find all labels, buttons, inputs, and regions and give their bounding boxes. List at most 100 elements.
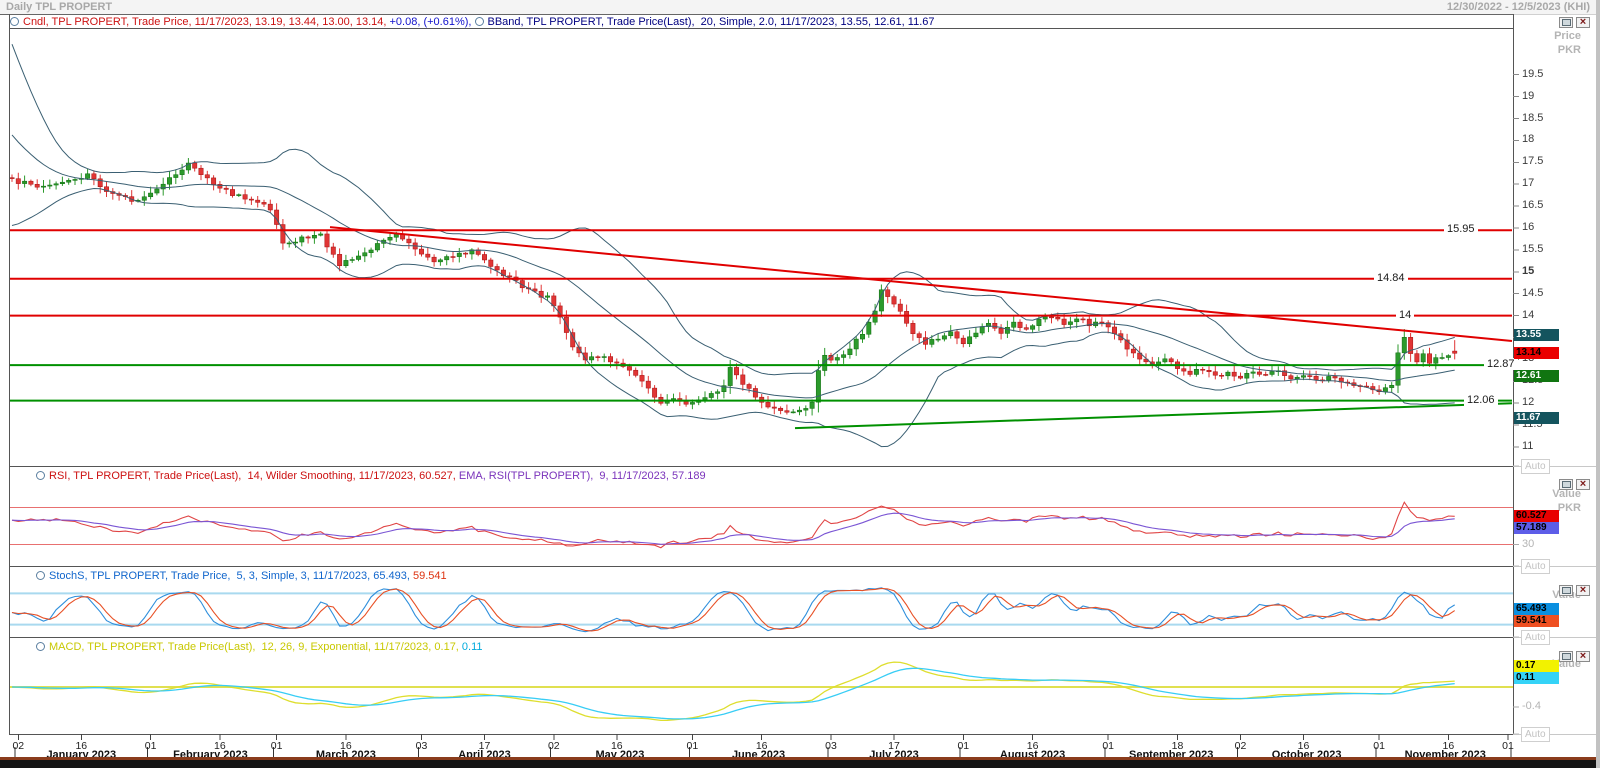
indicator-clock-icon[interactable]	[36, 642, 45, 651]
x-tick-01: 01	[270, 740, 283, 752]
macd-marker-0.11: 0.11	[1514, 672, 1559, 684]
auto-scale-button[interactable]: Auto	[1521, 559, 1550, 574]
panel-frame	[0, 14, 1596, 757]
stochastic-panel	[9, 587, 1513, 633]
macd-panel	[9, 661, 1513, 722]
candle-legend: Cndl, TPL PROPERT, Trade Price, 11/17/20…	[23, 15, 390, 28]
x-tick-02: 02	[547, 740, 560, 752]
restore-window-icon[interactable]	[1559, 585, 1573, 596]
price-tick-16: 16	[1522, 221, 1535, 233]
candle-change-legend: +0.08, (+0.61%),	[389, 15, 475, 28]
price-marker-11.67: 11.67	[1514, 412, 1559, 424]
x-tick-02: 02	[1234, 740, 1247, 752]
x-tick-03: 03	[825, 740, 837, 752]
price-tick-14.5: 14.5	[1522, 286, 1544, 299]
level-label-14: 14	[1396, 308, 1415, 321]
rsi-axis-unit: PKR	[1557, 502, 1581, 514]
price-tick-19.5: 19.5	[1522, 67, 1544, 80]
auto-scale-button[interactable]: Auto	[1521, 459, 1550, 474]
indicator-clock-icon[interactable]	[36, 571, 45, 580]
main-chart-legend: Cndl, TPL PROPERT, Trade Price, 11/17/20…	[10, 15, 935, 28]
rsi-tick-30: 30	[1522, 537, 1535, 550]
x-tick-03: 03	[415, 740, 428, 752]
stoch-marker-59.541: 59.541	[1514, 615, 1559, 627]
bband-legend: BBand, TPL PROPERT, Trade Price(Last), 2…	[487, 15, 935, 28]
macd-legend: MACD, TPL PROPERT, Trade Price(Last), 12…	[36, 640, 483, 653]
macd-legend-text: MACD, TPL PROPERT, Trade Price(Last), 12…	[49, 640, 462, 653]
x-tick-01: 01	[686, 740, 699, 752]
price-tick-16.5: 16.5	[1522, 199, 1544, 212]
close-window-icon[interactable]: ×	[1576, 17, 1590, 28]
x-tick-17: 17	[888, 740, 900, 752]
x-tick-01: 01	[1373, 740, 1385, 752]
restore-window-icon[interactable]	[1559, 479, 1573, 490]
page-title: Daily TPL PROPERT	[6, 1, 113, 13]
date-range: 12/30/2022 - 12/5/2023 (KHI)	[1446, 1, 1590, 13]
price-marker-13.55: 13.55	[1514, 329, 1559, 341]
rsi-panel	[9, 501, 1513, 549]
x-tick-16: 16	[610, 740, 623, 752]
x-tick-16: 16	[340, 740, 352, 752]
restore-window-icon[interactable]	[1559, 651, 1573, 662]
x-tick-16: 16	[1026, 740, 1039, 752]
price-tick-17: 17	[1522, 177, 1535, 190]
indicator-clock-icon[interactable]	[10, 17, 19, 26]
price-marker-12.61: 12.61	[1514, 370, 1559, 382]
auto-scale-button[interactable]: Auto	[1521, 630, 1550, 645]
candlestick-series	[9, 158, 1458, 417]
x-tick-18: 18	[1171, 740, 1184, 752]
x-tick-16: 16	[1442, 740, 1455, 752]
x-tick-02: 02	[12, 740, 25, 752]
x-tick-01: 01	[1502, 740, 1514, 752]
price-tick-18.5: 18.5	[1522, 111, 1544, 124]
main-price-panel	[9, 44, 1513, 448]
restore-window-icon[interactable]	[1559, 17, 1573, 28]
x-tick-16: 16	[214, 740, 226, 752]
level-label-12.87: 12.87	[1484, 358, 1518, 371]
rsi-ema-legend-text: EMA, RSI(TPL PROPERT), 9, 11/17/2023, 57…	[458, 469, 706, 482]
close-window-icon[interactable]: ×	[1576, 651, 1590, 662]
close-window-icon[interactable]: ×	[1576, 585, 1590, 596]
stoch-d-legend-text: 59.541	[413, 569, 447, 582]
macd-marker-0.17: 0.17	[1514, 660, 1559, 672]
stoch-marker-65.493: 65.493	[1514, 603, 1559, 615]
indicator-clock-icon[interactable]	[474, 17, 484, 26]
level-label-12.06: 12.06	[1464, 393, 1498, 406]
auto-scale-button[interactable]: Auto	[1521, 727, 1550, 742]
x-tick-01: 01	[1102, 740, 1115, 752]
window-edge	[1596, 0, 1600, 768]
taskbar-strip	[0, 757, 1600, 768]
x-tick-16: 16	[1297, 740, 1310, 752]
macd-signal-legend-text: 0.11	[461, 640, 483, 653]
price-tick-15.5: 15.5	[1522, 242, 1544, 255]
price-tick-15: 15	[1522, 264, 1535, 277]
bollinger-bands	[11, 44, 1455, 448]
rsi-legend: RSI, TPL PROPERT, Trade Price(Last), 14,…	[36, 469, 706, 482]
title-bar: Daily TPL PROPERT 12/30/2022 - 12/5/2023…	[0, 0, 1600, 14]
stoch-legend: StochS, TPL PROPERT, Trade Price, 5, 3, …	[36, 569, 447, 582]
price-tick-14: 14	[1522, 308, 1535, 321]
price-tick-17.5: 17.5	[1522, 155, 1544, 168]
price-tick-12: 12	[1522, 396, 1535, 409]
trend-levels[interactable]	[10, 226, 1513, 430]
rsi-marker-60.527: 60.527	[1514, 510, 1559, 522]
macd-tick-neg04: -0.4	[1522, 700, 1541, 712]
price-axis-unit: PKR	[1557, 44, 1581, 56]
close-window-icon[interactable]: ×	[1576, 479, 1590, 490]
stoch-legend-text: StochS, TPL PROPERT, Trade Price, 5, 3, …	[49, 569, 414, 582]
level-label-15.95: 15.95	[1444, 223, 1478, 236]
price-tick-18: 18	[1522, 133, 1535, 146]
price-axis-title: Price	[1554, 30, 1581, 42]
rsi-legend-text: RSI, TPL PROPERT, Trade Price(Last), 14,…	[49, 469, 459, 482]
x-tick-01: 01	[957, 740, 970, 752]
rsi-marker-57.189: 57.189	[1514, 522, 1559, 534]
x-tick-16: 16	[755, 740, 768, 752]
price-tick-11: 11	[1522, 440, 1534, 452]
indicator-clock-icon[interactable]	[36, 471, 45, 480]
rsi-axis-title: Value	[1552, 488, 1581, 500]
price-marker-13.14: 13.14	[1514, 347, 1559, 359]
x-tick-01: 01	[144, 740, 157, 752]
level-label-14.84: 14.84	[1374, 271, 1408, 284]
